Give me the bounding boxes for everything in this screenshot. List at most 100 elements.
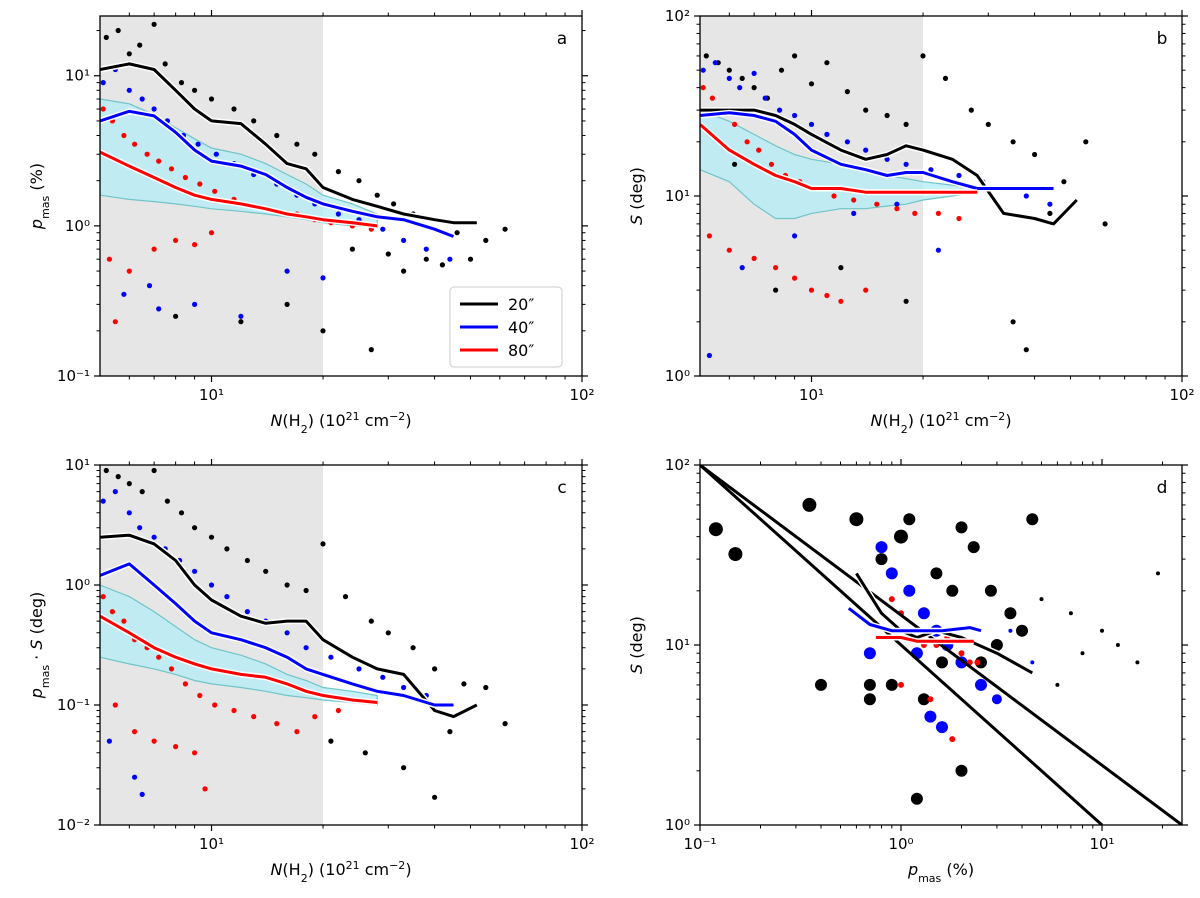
- data-point-40arcsec: [917, 607, 930, 620]
- data-point-80arcsec: [156, 158, 162, 164]
- axes-frame: [99, 464, 583, 826]
- data-point-40arcsec: [991, 694, 1002, 705]
- data-point-40arcsec: [284, 268, 290, 274]
- data-point-20arcsec: [1010, 139, 1016, 145]
- data-point-20arcsec: [1156, 571, 1160, 576]
- data-point-80arcsec: [709, 95, 716, 101]
- data-point-20arcsec: [936, 656, 948, 669]
- x-tick-label: 10⁰: [888, 835, 913, 853]
- data-point-20arcsec: [894, 529, 908, 544]
- data-point-40arcsec: [762, 95, 768, 101]
- data-point-40arcsec: [146, 283, 153, 289]
- data-point-40arcsec: [751, 70, 757, 76]
- legend-label: 80″: [508, 341, 534, 360]
- data-point-80arcsec: [831, 193, 837, 199]
- data-point-40arcsec: [284, 630, 290, 636]
- reference-line: [700, 465, 1104, 825]
- y-tick-label: 10⁻¹: [57, 696, 90, 714]
- data-point-20arcsec: [1055, 682, 1060, 687]
- data-point-20arcsec: [502, 226, 508, 232]
- data-point-20arcsec: [875, 553, 888, 566]
- data-point-20arcsec: [401, 268, 407, 274]
- data-point-80arcsec: [768, 161, 775, 167]
- legend-label: 20″: [508, 295, 534, 314]
- data-point-80arcsec: [151, 246, 157, 252]
- data-point-20arcsec: [1023, 347, 1029, 353]
- data-point-40arcsec: [380, 226, 386, 232]
- data-point-20arcsec: [942, 75, 949, 81]
- data-point-20arcsec: [244, 557, 250, 564]
- data-point-40arcsec: [936, 721, 948, 734]
- data-point-20arcsec: [432, 666, 438, 672]
- data-point-40arcsec: [126, 510, 132, 516]
- data-point-20arcsec: [391, 201, 397, 207]
- data-point-20arcsec: [385, 630, 391, 636]
- y-tick-label: 10²: [665, 7, 690, 25]
- x-tick-label: 10¹: [199, 835, 224, 853]
- data-point-80arcsec: [851, 197, 857, 203]
- data-point-20arcsec: [454, 230, 460, 236]
- x-tick-label: 10¹: [799, 386, 824, 404]
- data-point-80arcsec: [106, 256, 112, 262]
- data-point-80arcsec: [700, 85, 706, 91]
- data-point-20arcsec: [385, 251, 391, 257]
- data-point-20arcsec: [930, 567, 943, 580]
- x-tick-label: 10¹: [199, 386, 224, 404]
- data-point-80arcsec: [212, 188, 218, 194]
- data-point-40arcsec: [1047, 201, 1053, 207]
- data-point-40arcsec: [903, 584, 916, 597]
- data-point-20arcsec: [410, 645, 416, 651]
- median-line-20arcsec: [700, 108, 1078, 226]
- data-point-20arcsec: [975, 656, 987, 669]
- data-point-40arcsec: [151, 534, 157, 540]
- data-point-20arcsec: [778, 67, 785, 73]
- data-point-20arcsec: [139, 489, 145, 495]
- data-point-20arcsec: [910, 792, 923, 805]
- data-point-80arcsec: [202, 786, 208, 792]
- data-point-40arcsec: [238, 313, 244, 319]
- data-point-20arcsec: [162, 61, 168, 67]
- median-line-40arcsec: [847, 607, 982, 633]
- data-point-40arcsec: [121, 291, 127, 297]
- data-point-40arcsec: [112, 489, 118, 495]
- data-point-40arcsec: [380, 674, 386, 680]
- data-point-80arcsec: [168, 166, 175, 172]
- data-point-80arcsec: [751, 255, 757, 261]
- data-point-20arcsec: [467, 256, 474, 262]
- data-point-20arcsec: [824, 60, 830, 66]
- data-point-20arcsec: [483, 684, 489, 691]
- data-point-40arcsec: [151, 106, 157, 112]
- data-point-20arcsec: [284, 582, 290, 588]
- data-point-40arcsec: [792, 112, 798, 119]
- data-point-80arcsec: [112, 319, 118, 325]
- panel-letter: d: [1157, 478, 1168, 498]
- data-point-20arcsec: [726, 67, 732, 73]
- data-point-80arcsec: [706, 233, 713, 239]
- data-point-20arcsec: [362, 750, 368, 756]
- data-point-40arcsec: [851, 210, 857, 216]
- data-point-20arcsec: [461, 681, 467, 687]
- data-point-40arcsec: [777, 107, 783, 113]
- y-tick-label: 10⁻¹: [57, 367, 90, 385]
- data-point-40arcsec: [875, 541, 888, 554]
- data-point-20arcsec: [1026, 513, 1039, 526]
- data-point-20arcsec: [103, 467, 109, 474]
- data-point-20arcsec: [126, 481, 132, 487]
- data-point-20arcsec: [1010, 319, 1016, 325]
- data-point-40arcsec: [1030, 660, 1035, 665]
- data-point-40arcsec: [824, 131, 830, 137]
- data-point-20arcsec: [968, 107, 974, 113]
- data-point-40arcsec: [1008, 628, 1013, 633]
- data-point-80arcsec: [126, 268, 132, 274]
- panel-letter: a: [557, 29, 567, 49]
- data-point-40arcsec: [737, 85, 743, 91]
- panel-c: 10¹ 10² 10⁻² 10⁻¹ 10⁰ 10¹ c N(H2) (1021 cm−2) pm…: [27, 456, 595, 885]
- median-line-20arcsec: [855, 572, 1034, 675]
- data-point-40arcsec: [423, 246, 429, 252]
- data-point-40arcsec: [356, 666, 362, 672]
- y-tick-label: 10¹: [665, 636, 690, 654]
- data-point-20arcsec: [284, 301, 290, 307]
- data-point-20arcsec: [1115, 643, 1120, 647]
- data-point-20arcsec: [251, 118, 257, 124]
- data-point-40arcsec: [139, 791, 145, 798]
